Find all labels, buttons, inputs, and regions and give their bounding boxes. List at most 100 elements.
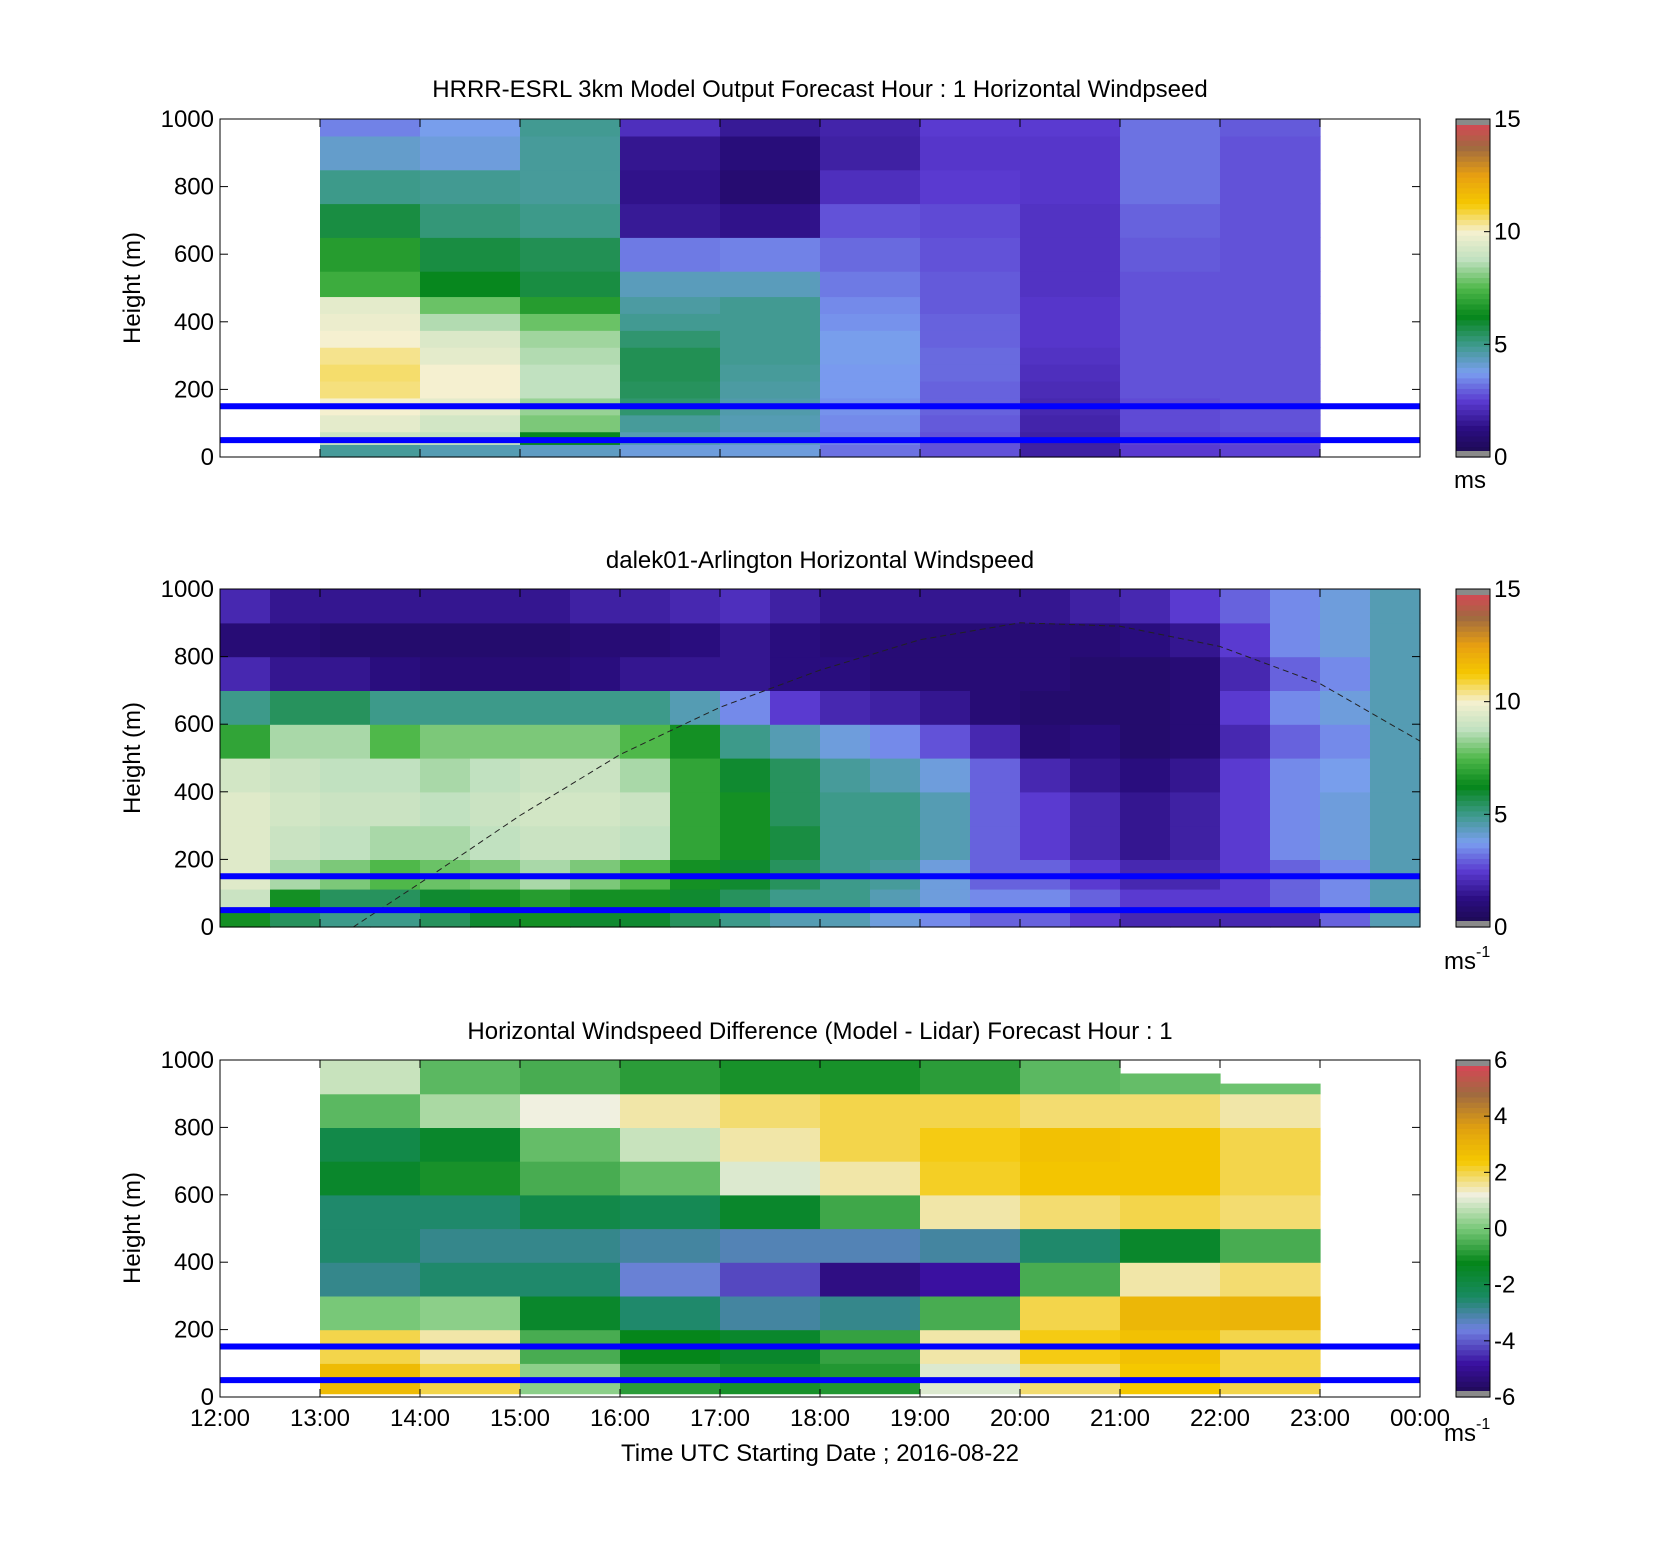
colorbar-segment [1456, 821, 1490, 828]
difference-cell [820, 1228, 921, 1263]
lidar-cell [620, 690, 671, 725]
difference-cell [1020, 1093, 1121, 1128]
model-cell [820, 271, 921, 298]
model-cell [720, 169, 821, 205]
colorbar-segment [1456, 1375, 1490, 1382]
lidar-cell [1270, 656, 1321, 691]
model-cell [420, 330, 521, 348]
colorbar-segment [1456, 1265, 1490, 1272]
difference-cell [820, 1060, 921, 1095]
lidar-cell [1020, 622, 1071, 658]
model-cell [1220, 296, 1321, 314]
lidar-cell [220, 656, 271, 691]
model-colorbar-unit: ms [1454, 467, 1486, 494]
colorbar-segment [1456, 810, 1490, 817]
x-tick-label: 14:00 [390, 1405, 450, 1432]
difference-cell [920, 1060, 1021, 1095]
difference-cell [1220, 1194, 1321, 1230]
colorbar-segment [1456, 631, 1490, 638]
colorbar-tick-label: -2 [1494, 1272, 1515, 1299]
lidar-cell [1220, 589, 1271, 624]
lidar-cell [670, 724, 721, 759]
model-cell [420, 347, 521, 365]
model-cell [720, 271, 821, 298]
lidar-title: dalek01-Arlington Horizontal Windspeed [606, 547, 1034, 574]
colorbar-segment [1456, 1354, 1490, 1361]
lidar-cell [320, 825, 371, 860]
lidar-cell [970, 589, 1021, 624]
lidar-cell [520, 825, 571, 860]
model-cell [420, 119, 521, 137]
model-cell [920, 296, 1021, 314]
colorbar-segment [1456, 224, 1490, 231]
y-tick-label: 600 [174, 241, 214, 268]
lidar-cell [220, 690, 271, 725]
model-cell [620, 296, 721, 314]
lidar-cell [570, 690, 621, 725]
colorbar-segment [1456, 398, 1490, 405]
lidar-cell [220, 758, 271, 793]
colorbar-tick-label: 15 [1494, 576, 1521, 603]
difference-cell [420, 1194, 521, 1230]
lidar-cell [1220, 791, 1271, 827]
model-cell [1020, 271, 1121, 298]
lidar-cell [920, 724, 971, 759]
difference-cell [520, 1262, 621, 1297]
lidar-cell [720, 825, 771, 860]
colorbar-segment [1456, 145, 1490, 152]
colorbar-segment [1456, 446, 1490, 453]
model-cell [420, 444, 521, 458]
difference-cell [1020, 1161, 1121, 1196]
difference-cell [720, 1161, 821, 1196]
difference-cell [1020, 1262, 1121, 1297]
lidar-cell [820, 589, 871, 624]
difference-title: Horizontal Windspeed Difference (Model -… [467, 1018, 1172, 1045]
difference-cell [820, 1194, 921, 1230]
lidar-cell [670, 791, 721, 827]
lidar-cell [1370, 791, 1421, 827]
x-tick-label: 23:00 [1290, 1405, 1350, 1432]
difference-cell [1120, 1093, 1221, 1128]
x-tick-label: 19:00 [890, 1405, 950, 1432]
model-cell [620, 237, 721, 272]
lidar-cell [1170, 656, 1221, 691]
colorbar-tick-label: 0 [1494, 444, 1507, 471]
lidar-cell [920, 758, 971, 793]
lidar-cell [870, 910, 921, 928]
model-cell [720, 347, 821, 365]
model-cell [1020, 169, 1121, 205]
lidar-cell [720, 888, 771, 911]
lidar-cell [820, 825, 871, 860]
lidar-cell [1370, 910, 1421, 928]
model-cell [320, 330, 421, 348]
model-cell [1020, 135, 1121, 171]
difference-cell [620, 1262, 721, 1297]
lidar-cell [1220, 825, 1271, 860]
difference-cell [920, 1194, 1021, 1230]
difference-cell [1120, 1161, 1221, 1196]
lidar-cell [520, 758, 571, 793]
lidar-cell [420, 656, 471, 691]
lidar-cell [270, 724, 321, 759]
model-cell [920, 380, 1021, 399]
model-cell [520, 237, 621, 272]
colorbar-segment [1456, 789, 1490, 796]
colorbar-segment [1456, 726, 1490, 733]
colorbar-segment [1456, 1165, 1490, 1172]
model-cell [820, 364, 921, 382]
difference-cell [1220, 1127, 1321, 1162]
lidar-cell [820, 656, 871, 691]
colorbar-tick-label: 6 [1494, 1047, 1507, 1074]
lidar-cell [870, 690, 921, 725]
model-cell [320, 414, 421, 433]
lidar-cell [1270, 724, 1321, 759]
model-cell [1020, 414, 1121, 433]
lidar-cell [970, 758, 1021, 793]
colorbar-segment [1456, 1191, 1490, 1198]
model-cell [920, 414, 1021, 433]
lidar-cell [570, 825, 621, 860]
x-tick-label: 12:00 [190, 1405, 250, 1432]
lidar-cell [1120, 724, 1171, 759]
lidar-cell [320, 758, 371, 793]
lidar-cell [1170, 622, 1221, 658]
